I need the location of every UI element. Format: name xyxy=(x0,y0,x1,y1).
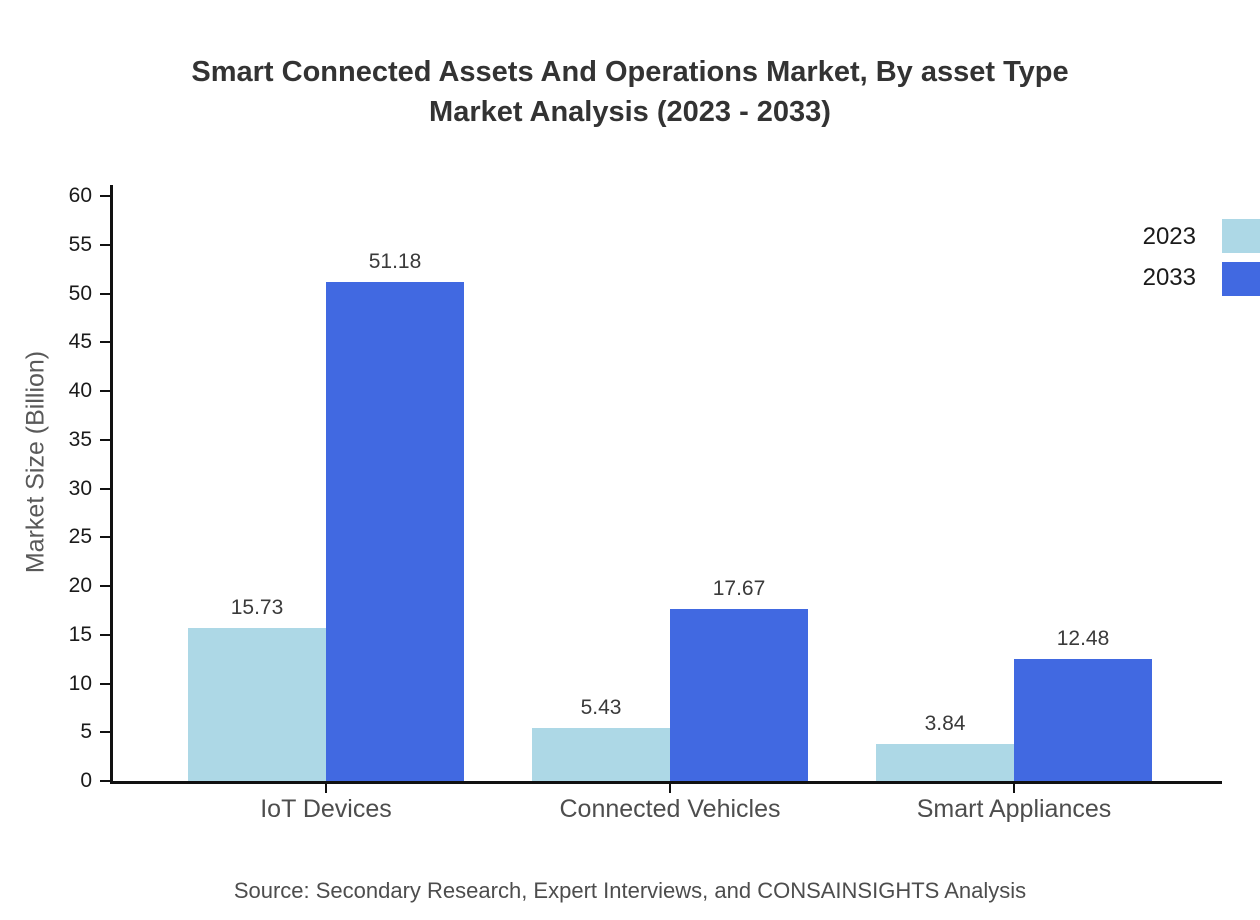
y-axis-tick-label: 5 xyxy=(80,720,92,744)
y-axis-tick xyxy=(100,341,110,344)
y-axis-tick xyxy=(100,487,110,490)
y-axis-tick xyxy=(100,731,110,734)
y-axis-tick xyxy=(100,536,110,539)
y-axis-tick xyxy=(100,292,110,295)
y-axis-tick-label: 45 xyxy=(68,330,92,354)
bar-2033-iot-devices xyxy=(326,282,464,781)
y-axis-tick xyxy=(100,243,110,246)
y-axis-tick-label: 15 xyxy=(68,622,92,646)
y-axis-tick xyxy=(100,633,110,636)
value-label-2023-iot-devices: 15.73 xyxy=(230,595,284,619)
y-axis-tick-label: 55 xyxy=(68,232,92,256)
legend-swatch-2033 xyxy=(1222,262,1260,296)
y-axis-tick xyxy=(100,585,110,587)
y-axis-tick-label: 10 xyxy=(68,671,92,695)
legend-label-2033: 2033 xyxy=(1142,264,1196,291)
y-axis-tick-label: 25 xyxy=(68,525,92,549)
chart-title-line2: Market Analysis (2023 - 2033) xyxy=(429,96,831,128)
x-axis-tick xyxy=(1013,781,1015,793)
plot-area: 0 5 10 15 20 25 30 35 40 45 50 55 60 IoT Devices 15.73… xyxy=(69,184,1222,823)
bar-2033-connected-vehicles xyxy=(670,608,808,781)
chart-title-line1: Smart Connected Assets And Operations Ma… xyxy=(191,56,1069,88)
category-label-iot-devices: IoT Devices xyxy=(260,795,392,823)
value-label-2033-smart-appliances: 12.48 xyxy=(1056,627,1110,651)
bar-2023-iot-devices xyxy=(188,627,326,781)
y-axis-tick-label: 0 xyxy=(80,769,92,792)
y-axis-tick-label: 40 xyxy=(68,379,92,402)
y-axis-tick xyxy=(100,438,110,441)
chart-title: Smart Connected Assets And Operations Ma… xyxy=(0,52,1260,132)
legend-swatch-2023 xyxy=(1222,219,1260,253)
y-axis-tick xyxy=(100,682,110,685)
value-label-2033-connected-vehicles: 17.67 xyxy=(712,576,766,600)
x-axis-tick xyxy=(669,781,671,793)
y-axis-tick-label: 60 xyxy=(68,184,92,207)
y-axis-tick-label: 30 xyxy=(68,476,92,500)
y-axis-tick xyxy=(100,780,110,782)
x-axis-tick xyxy=(325,781,327,793)
value-label-2023-smart-appliances: 3.84 xyxy=(924,711,966,735)
bar-2023-connected-vehicles xyxy=(532,728,670,781)
source-text: Source: Secondary Research, Expert Inter… xyxy=(233,878,1027,903)
category-label-smart-appliances: Smart Appliances xyxy=(916,795,1112,823)
y-axis-tick-label: 20 xyxy=(68,574,92,597)
y-axis-tick xyxy=(100,195,110,197)
y-axis-tick-label: 50 xyxy=(68,281,92,305)
y-axis-tick-label: 35 xyxy=(68,427,92,451)
value-label-2023-connected-vehicles: 5.43 xyxy=(580,696,622,720)
category-label-connected-vehicles: Connected Vehicles xyxy=(559,795,781,823)
bar-2033-smart-appliances xyxy=(1014,659,1152,781)
y-axis-tick xyxy=(100,390,110,392)
value-label-2033-iot-devices: 51.18 xyxy=(368,250,422,273)
legend-label-2023: 2023 xyxy=(1142,223,1196,250)
bar-2023-smart-appliances xyxy=(876,743,1014,781)
